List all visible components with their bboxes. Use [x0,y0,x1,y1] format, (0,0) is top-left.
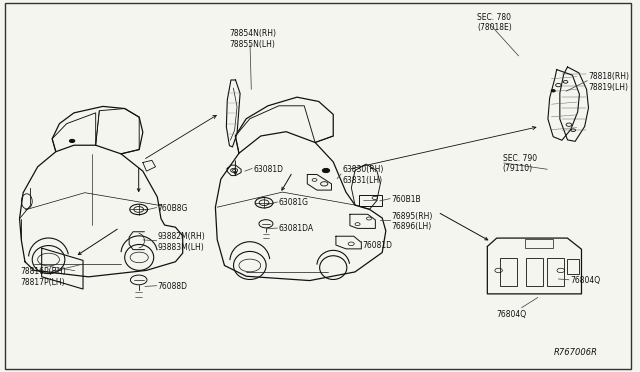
Bar [526,257,543,286]
Text: R767006R: R767006R [554,348,598,357]
Text: 76804Q: 76804Q [570,276,600,285]
Ellipse shape [319,256,347,279]
Text: 78854N(RH)
78855N(LH): 78854N(RH) 78855N(LH) [229,29,276,49]
Text: 76081D: 76081D [363,241,392,250]
Circle shape [551,90,556,92]
Bar [525,239,553,248]
Ellipse shape [234,251,266,279]
Text: 78816P(RH)
78817P(LH): 78816P(RH) 78817P(LH) [20,267,66,287]
Ellipse shape [125,244,154,270]
Text: 63081DA: 63081DA [278,224,314,233]
Text: 93882M(RH)
93883M(LH): 93882M(RH) 93883M(LH) [158,232,205,251]
Ellipse shape [32,246,65,274]
Bar [568,259,579,275]
Text: 760B8G: 760B8G [158,204,188,213]
Bar [359,195,381,206]
Text: SEC. 780
(78018E): SEC. 780 (78018E) [477,13,512,32]
Text: 63081D: 63081D [253,165,284,174]
Text: 760B1B: 760B1B [391,195,421,203]
Bar [547,257,564,286]
Text: 76895(RH)
76896(LH): 76895(RH) 76896(LH) [391,212,433,231]
Text: 76088D: 76088D [158,282,188,291]
Circle shape [69,140,75,142]
Text: 76804Q: 76804Q [496,310,526,319]
Text: 63081G: 63081G [278,198,308,207]
Text: 78818(RH)
78819(LH): 78818(RH) 78819(LH) [589,72,630,92]
Bar [500,257,516,286]
Text: SEC. 790
(79110): SEC. 790 (79110) [502,154,537,173]
Circle shape [323,169,330,173]
Text: 63830(RH)
63831(LH): 63830(RH) 63831(LH) [342,165,383,185]
